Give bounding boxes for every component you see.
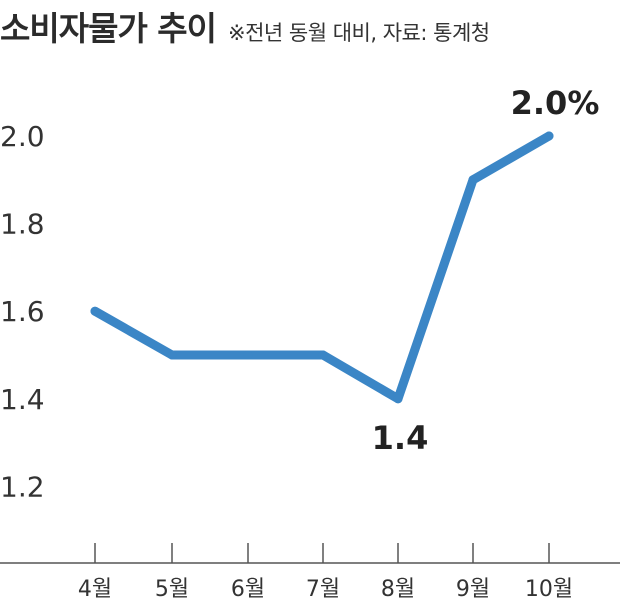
data-point — [544, 131, 554, 141]
chart-title: 소비자물가 추이 — [0, 9, 217, 48]
x-tick-label: 4월 — [78, 577, 112, 602]
data-point — [468, 175, 478, 185]
x-tick-label: 9월 — [456, 577, 490, 602]
x-tick-label: 6월 — [231, 577, 265, 602]
y-tick-label: 1.4 — [0, 383, 45, 416]
data-label: 1.4 — [372, 419, 429, 457]
header: 소비자물가 추이 ※전년 동월 대비, 자료: 통계청 — [0, 2, 490, 50]
data-point — [318, 350, 328, 360]
y-tick-label: 1.8 — [0, 208, 45, 241]
x-tick-label: 7월 — [306, 577, 340, 602]
y-tick-label: 1.6 — [0, 295, 45, 328]
data-point — [90, 306, 100, 316]
data-point — [393, 394, 403, 404]
x-tick-label: 5월 — [155, 577, 189, 602]
y-tick-label: 1.2 — [0, 470, 45, 503]
data-point — [167, 350, 177, 360]
y-tick-label: 2.0 — [0, 120, 45, 153]
data-label: 2.0% — [511, 84, 600, 122]
x-tick-label: 8월 — [381, 577, 415, 602]
source-note: ※전년 동월 대비, 자료: 통계청 — [228, 21, 490, 45]
x-tick-label: 10월 — [525, 577, 573, 602]
data-point — [243, 350, 253, 360]
